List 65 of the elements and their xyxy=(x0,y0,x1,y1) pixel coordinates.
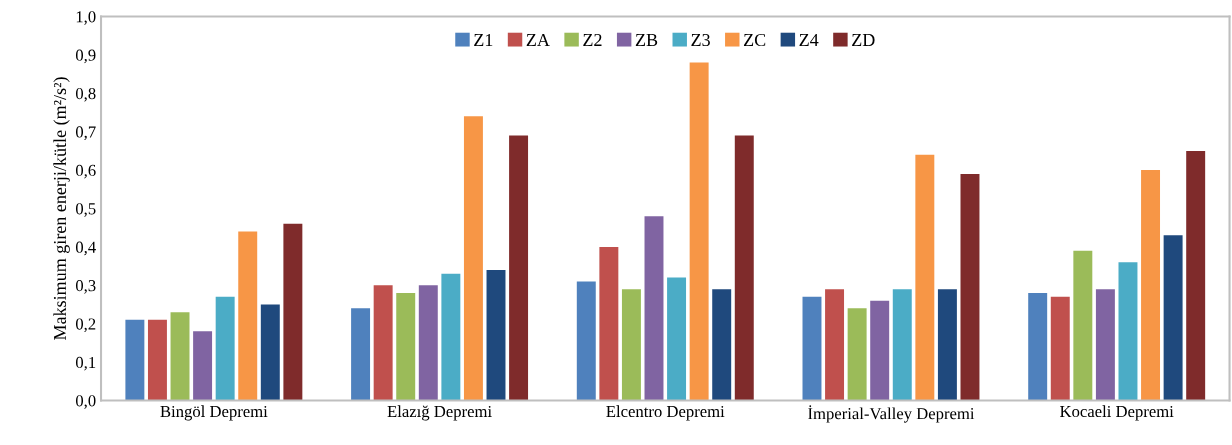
bar xyxy=(870,300,890,401)
x-tick-label: Elazığ Depremi xyxy=(387,405,492,421)
legend-label: Z1 xyxy=(474,33,493,46)
legend-label: ZC xyxy=(743,33,766,47)
bar xyxy=(441,273,461,401)
y-tick-label: 0,3 xyxy=(75,279,96,294)
legend-label: ZA xyxy=(526,33,550,46)
y-axis-title: Maksimum giren enerji/kütle (m²/s²) xyxy=(53,77,70,340)
x-tick-label: Bingöl Depremi xyxy=(160,405,268,421)
bar xyxy=(802,296,822,401)
bar xyxy=(170,312,190,401)
x-tick-label: İmperial-Valley Depremi xyxy=(808,405,975,423)
bar xyxy=(125,319,145,401)
bar xyxy=(283,223,303,401)
y-tick-label: 1,0 xyxy=(76,11,96,25)
bar xyxy=(689,62,709,401)
bar xyxy=(1073,250,1093,401)
y-tick-label: 0,6 xyxy=(75,164,96,179)
bar xyxy=(1186,150,1206,401)
bar xyxy=(1163,235,1183,401)
bar xyxy=(463,116,483,401)
y-tick-label: 0,8 xyxy=(75,87,96,102)
bar xyxy=(734,135,754,401)
x-tick-label: Kocaeli Depremi xyxy=(1060,405,1174,421)
bar xyxy=(847,308,867,401)
bar xyxy=(509,135,529,401)
bar xyxy=(418,285,438,401)
bar xyxy=(576,281,596,401)
legend-label: Z4 xyxy=(799,34,819,46)
bar xyxy=(825,289,845,401)
bar xyxy=(960,173,980,401)
bar xyxy=(351,308,371,401)
bar xyxy=(599,246,619,401)
y-tick-label: 0,4 xyxy=(75,241,96,256)
bar xyxy=(1028,292,1048,401)
legend-label: ZD xyxy=(852,34,875,46)
y-tick-label: 0,7 xyxy=(75,126,96,141)
bar xyxy=(193,331,213,401)
bar xyxy=(486,269,506,401)
bar xyxy=(1095,289,1115,401)
legend-label: Z2 xyxy=(583,33,602,46)
legend-label: ZB xyxy=(635,34,658,46)
bar xyxy=(215,296,235,401)
x-tick-label: Elcentro Depremi xyxy=(606,405,725,421)
bar xyxy=(1118,262,1138,401)
y-tick-label: 0,2 xyxy=(75,318,96,333)
y-tick-label: 0,5 xyxy=(75,203,96,217)
y-tick-label: 0,0 xyxy=(75,395,96,409)
bar xyxy=(621,289,641,401)
bar xyxy=(396,292,416,401)
bar xyxy=(937,289,957,401)
y-tick-label: 0,1 xyxy=(75,356,96,371)
bar xyxy=(712,289,732,401)
bar xyxy=(915,154,935,401)
bar xyxy=(147,319,167,401)
bar xyxy=(1141,170,1161,401)
bar xyxy=(1050,296,1070,401)
bar xyxy=(260,304,280,401)
y-tick-label: 0,9 xyxy=(75,49,96,64)
bar xyxy=(238,231,258,401)
bar xyxy=(373,285,393,401)
bar xyxy=(644,216,664,401)
legend-label: Z3 xyxy=(691,33,710,47)
bar xyxy=(667,277,687,401)
bar xyxy=(892,289,912,401)
